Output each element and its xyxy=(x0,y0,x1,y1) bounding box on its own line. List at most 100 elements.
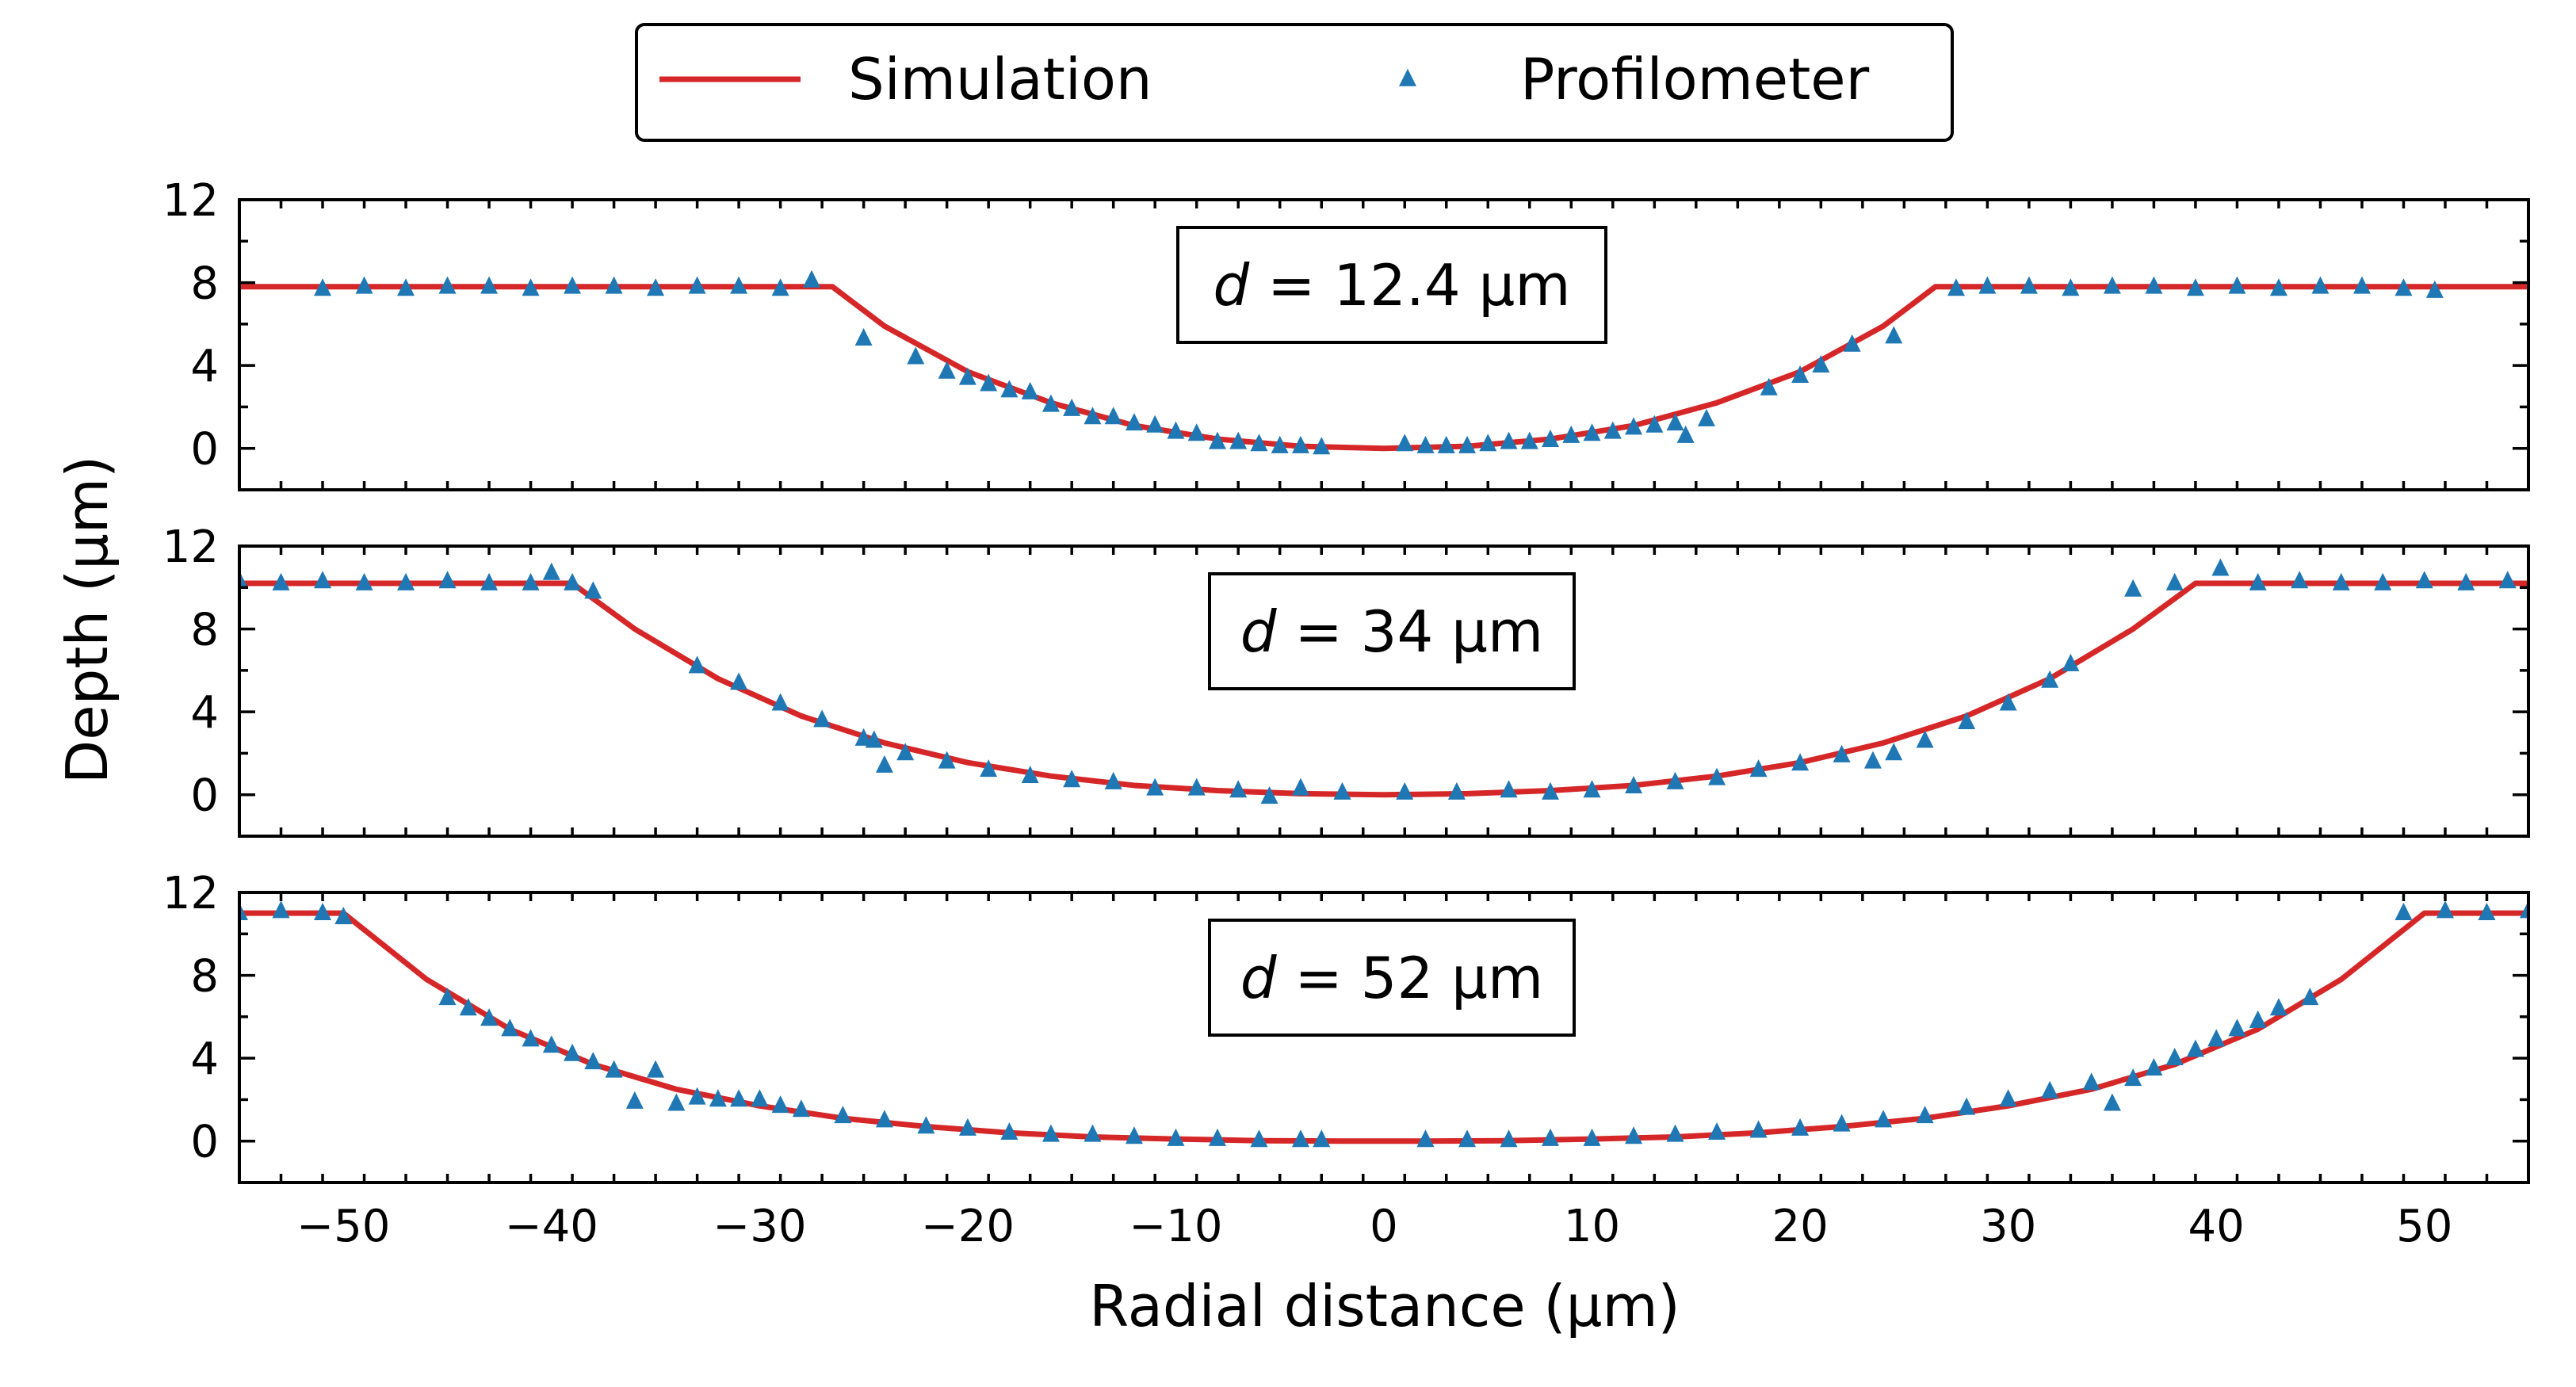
profilometer-point xyxy=(647,1060,665,1078)
profilometer-point xyxy=(1291,778,1309,796)
profilometer-point xyxy=(1645,415,1664,433)
profilometer-point xyxy=(1063,398,1081,416)
profilometer-point xyxy=(438,276,457,294)
profilometer-point xyxy=(438,571,457,589)
profilometer-point xyxy=(314,571,332,589)
profilometer-point xyxy=(2520,900,2528,919)
y-tick-label: 12 xyxy=(162,522,219,573)
y-tick-label: 4 xyxy=(190,1034,219,1085)
profilometer-point xyxy=(1021,381,1039,399)
profilometer-point xyxy=(1104,407,1122,425)
panel-d-52: 0 4 8 12 −50 −40 −30 −20 −10 0 10 20 30 40 50 d = 52 µm xyxy=(162,868,2530,1252)
profilometer-point xyxy=(1542,781,1560,800)
profilometer-point xyxy=(239,571,248,589)
profilometer-point xyxy=(584,581,602,599)
profilometer-point xyxy=(1958,712,1976,730)
profilometer-point xyxy=(564,572,582,590)
profilometer-point xyxy=(854,728,873,746)
profilometer-point xyxy=(2291,571,2309,589)
y-tick-label: 12 xyxy=(162,175,219,227)
profilometer-point xyxy=(1167,1128,1185,1146)
profilometer-point xyxy=(1676,425,1695,443)
legend-label-simulation: Simulation xyxy=(848,46,1152,113)
profilometer-point xyxy=(1749,1120,1768,1138)
profilometer-point xyxy=(958,367,977,385)
profilometer-point xyxy=(1697,408,1715,426)
y-axis-title: Depth (µm) xyxy=(54,456,120,784)
profilometer-point xyxy=(2498,571,2517,589)
profilometer-point xyxy=(605,1060,623,1078)
profilometer-point xyxy=(1999,693,2017,711)
profilometer-point xyxy=(2186,1039,2204,1057)
profilometer-point xyxy=(2062,278,2080,296)
profilometer-point xyxy=(2103,276,2121,294)
profilometer-point xyxy=(1104,771,1122,789)
profilometer-point xyxy=(1437,435,1455,453)
legend: Simulation Profilometer xyxy=(635,23,1954,142)
profilometer-point xyxy=(2020,276,2038,294)
profilometer-point xyxy=(2269,278,2287,296)
profilometer-point xyxy=(1885,743,1903,761)
profilometer-point xyxy=(1500,780,1518,798)
profilometer-point xyxy=(771,693,789,711)
profilometer-point xyxy=(1416,1129,1435,1148)
profilometer-point xyxy=(1863,751,1882,769)
profilometer-point xyxy=(980,373,998,392)
plot-area xyxy=(239,269,2528,455)
plot-area xyxy=(239,558,2528,804)
profilometer-point xyxy=(1041,1124,1060,1142)
profilometer-point xyxy=(397,572,415,590)
profilometer-point xyxy=(1396,781,1414,800)
x-tick-label: −40 xyxy=(505,1201,598,1252)
x-tick-label: 40 xyxy=(2188,1201,2245,1252)
profilometer-point xyxy=(239,902,248,920)
profilometer-point xyxy=(1063,770,1081,788)
profilometer-point xyxy=(1791,365,1810,384)
axes-frame xyxy=(238,891,2530,1184)
plot-area xyxy=(239,900,2528,1148)
profilometer-point xyxy=(1229,431,1248,449)
annotation-label: d = 12.4 µm xyxy=(1213,252,1571,319)
profilometer-point xyxy=(730,1089,748,1107)
profilometer-point xyxy=(522,572,540,590)
profilometer-point xyxy=(459,998,477,1016)
y-tick-label: 0 xyxy=(190,424,219,476)
annotation-box xyxy=(1208,572,1576,690)
profilometer-point xyxy=(625,1091,644,1109)
profilometer-point xyxy=(938,361,956,379)
profilometer-point xyxy=(1520,431,1538,449)
profilometer-point xyxy=(1562,425,1580,443)
profilometer-point xyxy=(272,572,290,590)
profilometer-point xyxy=(2394,902,2413,920)
profilometer-point xyxy=(875,1110,893,1128)
profilometer-point xyxy=(1542,430,1560,448)
x-tick-label: 50 xyxy=(2396,1201,2452,1252)
profilometer-point xyxy=(980,759,998,778)
profilometer-point xyxy=(2478,902,2496,920)
profilometer-point xyxy=(522,1029,540,1047)
x-tick-label: 10 xyxy=(1564,1201,1620,1252)
profilometer-point xyxy=(605,276,623,294)
profilometer-point xyxy=(1041,394,1060,412)
profilometer-point xyxy=(2425,280,2444,298)
profilometer-point xyxy=(1084,1124,1102,1142)
legend-label-profilometer: Profilometer xyxy=(1520,46,1870,113)
profilometer-point xyxy=(2124,579,2142,597)
profilometer-point xyxy=(1458,435,1477,453)
profilometer-point xyxy=(2394,278,2413,296)
profilometer-point xyxy=(1833,744,1851,762)
profilometer-point xyxy=(1021,765,1039,783)
profilometer-point xyxy=(480,1008,499,1026)
y-tick-label: 4 xyxy=(190,687,219,739)
profilometer-point xyxy=(1708,1122,1726,1141)
profilometer-point xyxy=(1479,434,1497,452)
profilometer-point xyxy=(501,1018,519,1037)
profilometer-point xyxy=(813,709,831,728)
axes-frame xyxy=(238,544,2530,838)
profilometer-point xyxy=(688,655,706,674)
profilometer-point xyxy=(1760,377,1778,395)
profilometer-point xyxy=(2415,571,2433,589)
y-tick-label: 0 xyxy=(190,770,219,822)
profilometer-point xyxy=(355,572,373,590)
profilometer-point xyxy=(314,902,332,920)
